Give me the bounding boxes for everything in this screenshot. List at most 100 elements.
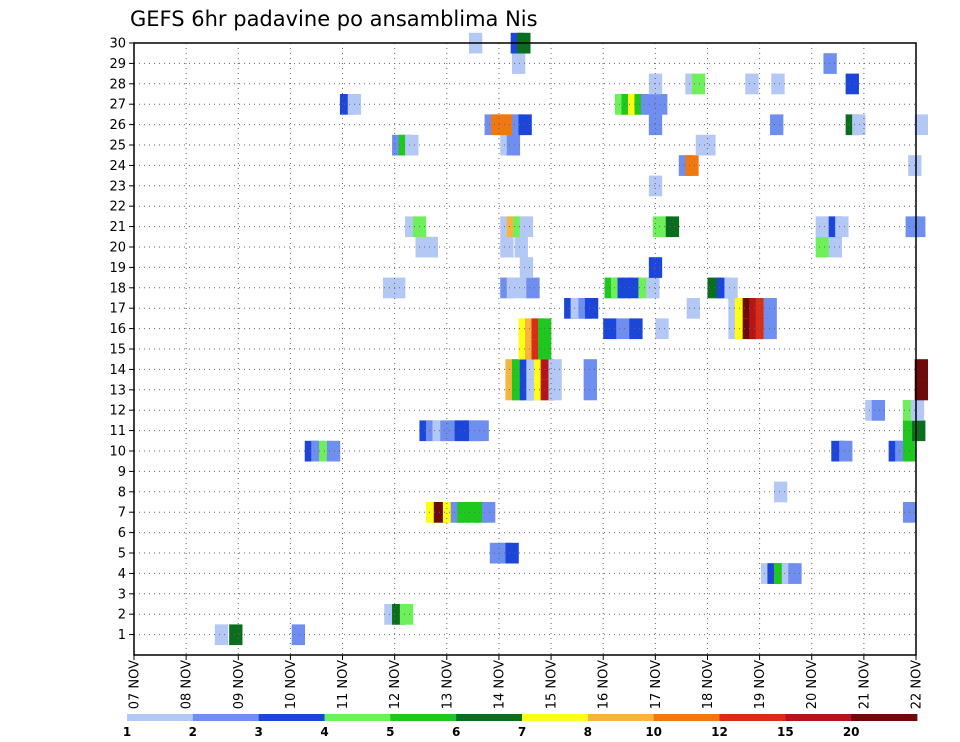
heatmap-cell [910, 400, 925, 421]
heatmap-cell [548, 359, 562, 380]
x-tick-label: 09 NOV [232, 660, 247, 709]
y-tick-label: 12 [109, 404, 126, 419]
heatmap-cell [654, 94, 668, 115]
colorbar-swatch [456, 714, 523, 721]
y-tick-label: 8 [118, 485, 126, 500]
y-tick-label: 25 [109, 139, 126, 154]
colorbar-label: 6 [452, 725, 460, 739]
y-tick-label: 29 [109, 57, 126, 72]
heatmap-cell [839, 440, 853, 462]
y-tick-label: 14 [109, 363, 126, 378]
heatmap-cell [392, 277, 406, 299]
heatmap-cell [405, 134, 419, 156]
heatmap-cells [214, 32, 929, 646]
heatmap-cell [686, 298, 700, 319]
grid-lines [134, 42, 916, 655]
heatmap-cell [229, 624, 243, 646]
heatmap-cell [871, 400, 886, 421]
heatmap-cell [514, 236, 528, 258]
colorbar-swatch [587, 714, 655, 721]
colorbar-label: 10 [645, 725, 662, 739]
y-tick-label: 24 [109, 159, 126, 174]
heatmap-cell [616, 318, 630, 340]
x-tick-label: 07 NOV [128, 660, 143, 709]
heatmap-cell [823, 53, 837, 74]
heatmap-cell [646, 277, 660, 299]
heatmap-cell [763, 298, 777, 319]
y-tick-label: 4 [118, 567, 126, 582]
x-tick-label: 19 NOV [753, 660, 768, 709]
heatmap-cell [685, 155, 699, 176]
y-tick-label: 1 [118, 628, 126, 643]
y-tick-label: 19 [109, 261, 126, 276]
heatmap-cell [291, 624, 306, 646]
x-tick-label: 11 NOV [336, 660, 351, 709]
colorbar-swatch [653, 714, 720, 721]
heatmap-cell [815, 236, 829, 258]
colorbar-swatch [192, 714, 260, 721]
y-tick-label: 3 [118, 587, 126, 602]
y-tick-label: 6 [118, 526, 126, 541]
y-tick-label: 23 [109, 179, 126, 194]
chart-title: GEFS 6hr padavine po ansamblima Nis [130, 7, 538, 31]
x-tick-label: 12 NOV [388, 660, 403, 709]
y-tick-label: 28 [109, 77, 126, 92]
colorbar-label: 20 [843, 725, 860, 739]
colorbar-swatch [522, 714, 589, 721]
x-tick-label: 15 NOV [545, 660, 560, 709]
y-tick-label: 11 [109, 424, 126, 439]
colorbar-swatch [258, 714, 325, 721]
heatmap-cell [828, 236, 843, 258]
heatmap-cell [745, 73, 759, 95]
colorbar-label: 8 [584, 725, 592, 739]
heatmap-cell [770, 114, 784, 136]
x-tick-label: 16 NOV [597, 660, 612, 709]
heatmap-cell [835, 216, 849, 238]
x-tick-label: 18 NOV [701, 660, 716, 709]
y-tick-label: 13 [109, 383, 126, 398]
heatmap-cell [648, 114, 663, 136]
colorbar-swatch [851, 714, 918, 721]
colorbar-swatch [390, 714, 457, 721]
colorbar-label: 15 [777, 725, 794, 739]
heatmap-cell [475, 420, 489, 442]
colorbar-label: 1 [123, 725, 131, 739]
heatmap-cell [518, 114, 532, 136]
heatmap-cell [691, 73, 706, 95]
x-tick-label: 20 NOV [805, 660, 820, 709]
heatmap-cell [845, 73, 859, 95]
heatmap-cell [481, 502, 496, 523]
y-tick-label: 15 [109, 343, 126, 358]
x-tick-label: 21 NOV [857, 660, 872, 709]
colorbar-swatch [719, 714, 786, 721]
heatmap-cell [500, 236, 514, 258]
heatmap-cell [629, 318, 643, 340]
y-tick-label: 17 [109, 302, 126, 317]
y-axis: 1234567891011121314151617181920212223242… [109, 37, 134, 643]
y-tick-label: 26 [109, 118, 126, 133]
x-tick-label: 14 NOV [492, 660, 507, 709]
heatmap-cell [519, 257, 534, 278]
heatmap-cell [583, 359, 597, 380]
heatmap-cell [519, 216, 534, 238]
heatmap-cell [326, 440, 341, 462]
x-tick-label: 22 NOV [910, 660, 925, 709]
heatmap-cell [424, 236, 438, 258]
x-axis: 07 NOV 08 NOV 09 NOV 10 NOV 11 NOV 12 NOV 13 N… [128, 655, 925, 709]
colorbar-label: 5 [386, 725, 394, 739]
colorbar-swatch [785, 714, 852, 721]
y-tick-label: 21 [109, 220, 126, 235]
heatmap-cell [914, 114, 929, 136]
heatmap-cell [771, 73, 785, 95]
heatmap-cell [584, 298, 599, 319]
x-tick-label: 17 NOV [649, 660, 664, 709]
heatmap-cell [583, 379, 597, 401]
heatmap-cell [724, 277, 738, 299]
heatmap-cell [665, 216, 680, 238]
colorbar-swatch [324, 714, 391, 721]
colorbar-label: 4 [320, 725, 328, 739]
heatmap-cell [702, 134, 716, 156]
heatmap-cell [506, 277, 521, 299]
heatmap-cell [648, 175, 663, 197]
y-tick-label: 20 [109, 241, 126, 256]
